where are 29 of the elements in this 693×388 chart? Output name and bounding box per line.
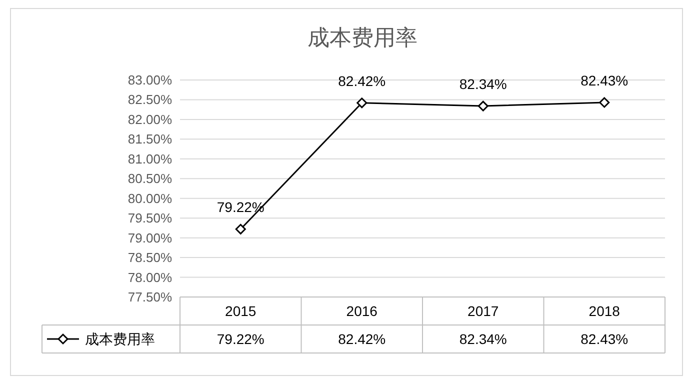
point	[599, 97, 610, 108]
point	[356, 98, 368, 108]
point	[478, 100, 488, 112]
data-label: 82.42%	[338, 331, 386, 347]
text: 82.42%	[338, 72, 386, 89]
x-tick-label: 2017	[468, 303, 499, 319]
legend-label: 成本费用率	[85, 331, 155, 347]
text: 82.34%	[459, 76, 507, 92]
point	[235, 224, 246, 234]
y-tick-label: 78.50%	[128, 250, 172, 266]
data-label: 82.43%	[580, 331, 628, 347]
x-tick-label: 2018	[588, 303, 620, 319]
y-tick-label: 79.00%	[128, 230, 172, 246]
y-tick-label: 77.50%	[128, 290, 172, 304]
x-tick-label: 2016	[346, 303, 378, 319]
y-tick-label: 80.00%	[128, 190, 172, 206]
y-tick-label: 82.00%	[128, 112, 172, 127]
y-tick-label: 79.50%	[128, 210, 172, 226]
y-tick-label: 82.50%	[128, 92, 172, 108]
data-label: 82.34%	[459, 331, 507, 347]
text: 82.43%	[580, 72, 628, 88]
y-tick-label: 80.50%	[128, 171, 172, 186]
y-tick-label: 81.00%	[128, 151, 172, 166]
chart-title: 成本费用率	[308, 25, 418, 50]
x-tick-label: 2015	[225, 303, 256, 319]
y-tick-label: 78.00%	[128, 270, 172, 285]
data-label: 79.22%	[216, 331, 264, 347]
y-tick-label: 81.50%	[128, 132, 172, 147]
y-tick-label: 83.00%	[128, 72, 172, 88]
